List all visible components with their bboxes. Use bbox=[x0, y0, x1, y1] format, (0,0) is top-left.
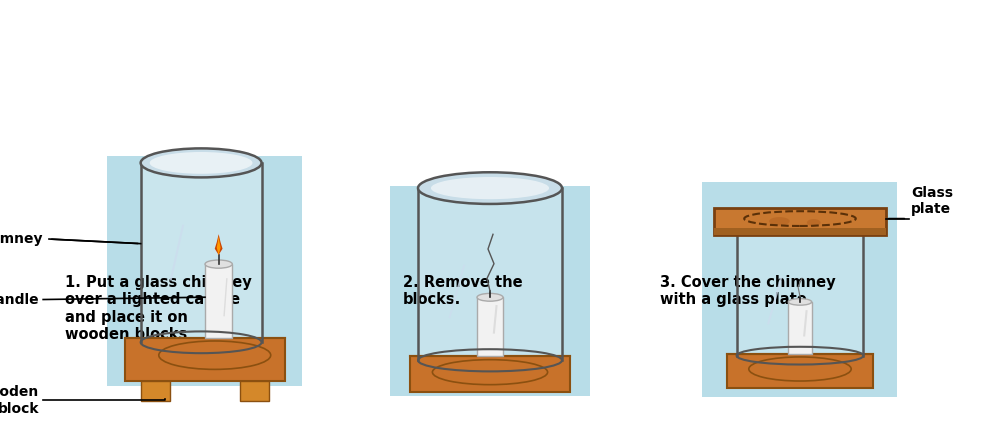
FancyBboxPatch shape bbox=[125, 338, 285, 381]
Polygon shape bbox=[216, 236, 220, 255]
Text: 3. Cover the chimney
with a glass plate: 3. Cover the chimney with a glass plate bbox=[660, 275, 836, 307]
Text: 1. Put a glass chimney
over a lighted candle
and place it on
wooden blocks: 1. Put a glass chimney over a lighted ca… bbox=[65, 275, 252, 342]
FancyBboxPatch shape bbox=[714, 228, 886, 235]
Ellipse shape bbox=[418, 172, 562, 204]
FancyBboxPatch shape bbox=[141, 381, 170, 401]
Text: Wooden
block: Wooden block bbox=[0, 385, 39, 415]
Text: Glass
plate: Glass plate bbox=[911, 186, 954, 217]
FancyBboxPatch shape bbox=[205, 264, 232, 338]
Ellipse shape bbox=[150, 152, 253, 174]
Ellipse shape bbox=[770, 217, 790, 225]
FancyBboxPatch shape bbox=[410, 356, 570, 392]
FancyBboxPatch shape bbox=[789, 302, 812, 354]
FancyBboxPatch shape bbox=[736, 227, 863, 355]
FancyBboxPatch shape bbox=[390, 186, 590, 396]
Polygon shape bbox=[214, 234, 222, 255]
Ellipse shape bbox=[431, 177, 549, 199]
Ellipse shape bbox=[141, 148, 262, 177]
Text: Candle: Candle bbox=[0, 292, 39, 306]
Ellipse shape bbox=[205, 260, 232, 268]
FancyBboxPatch shape bbox=[727, 354, 873, 388]
FancyBboxPatch shape bbox=[702, 182, 897, 396]
Text: Chimney: Chimney bbox=[0, 232, 43, 246]
FancyBboxPatch shape bbox=[141, 163, 262, 342]
FancyBboxPatch shape bbox=[108, 156, 303, 386]
Text: 2. Remove the
blocks.: 2. Remove the blocks. bbox=[403, 275, 523, 307]
FancyBboxPatch shape bbox=[418, 188, 562, 360]
Ellipse shape bbox=[807, 219, 821, 226]
Ellipse shape bbox=[789, 299, 812, 305]
FancyBboxPatch shape bbox=[477, 297, 503, 356]
FancyBboxPatch shape bbox=[240, 381, 269, 401]
Ellipse shape bbox=[477, 293, 503, 301]
FancyBboxPatch shape bbox=[714, 208, 886, 235]
